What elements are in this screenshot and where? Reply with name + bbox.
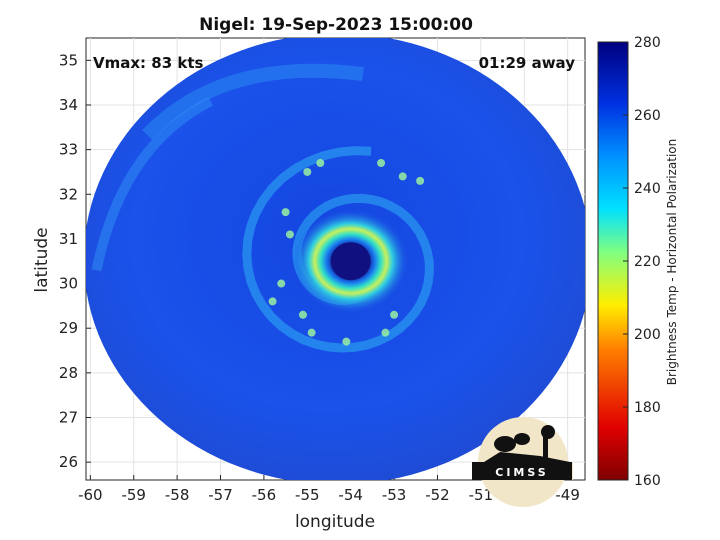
colorbar-tick-label: 280 [634, 35, 661, 51]
y-tick-label: 28 [59, 364, 78, 382]
x-tick-label: -59 [121, 486, 146, 504]
time-away-annotation: 01:29 away [479, 54, 576, 72]
chart-title: Nigel: 19-Sep-2023 15:00:00 [199, 15, 473, 35]
convective-cell [416, 176, 425, 185]
colorbar-label: Brightness Temp - Horizontal Polarizatio… [665, 139, 679, 386]
convective-cell [277, 279, 286, 288]
colorbar-tick-label: 160 [634, 473, 661, 489]
colorbar-tick-labels: 160 180 200 220 240 260 280 [623, 35, 661, 489]
logo-text: CIMSS [495, 466, 548, 479]
convective-cell [298, 310, 307, 319]
convective-cell [285, 230, 294, 239]
x-tick-label: -51 [469, 486, 494, 504]
convective-cell [377, 159, 386, 168]
swath-layer [86, 38, 585, 480]
convective-cell [281, 208, 290, 217]
colorbar-tick-label: 200 [634, 327, 661, 343]
y-tick-label: 26 [59, 453, 78, 471]
x-tick-label: -52 [425, 486, 450, 504]
y-axis-label: latitude [32, 227, 52, 292]
convective-cell [268, 297, 277, 306]
x-tick-label: -56 [252, 486, 277, 504]
vmax-annotation: Vmax: 83 kts [93, 54, 203, 72]
colorbar-tick-label: 180 [634, 400, 661, 416]
y-tick-label: 31 [59, 230, 78, 248]
x-tick-label: -54 [338, 486, 363, 504]
y-tick-label: 32 [59, 185, 78, 203]
x-tick-label: -55 [295, 486, 320, 504]
convective-cell [307, 328, 316, 337]
colorbar-tick-label: 260 [634, 108, 661, 124]
convective-cell [316, 159, 325, 168]
y-tick-label: 34 [59, 96, 78, 114]
x-tick-label: -58 [165, 486, 190, 504]
y-tick-label: 33 [59, 141, 78, 159]
colorbar-tick-label: 240 [634, 181, 661, 197]
x-tick-label: -49 [555, 486, 580, 504]
convective-cell [381, 328, 390, 337]
x-tick-label: -53 [382, 486, 407, 504]
cimss-logo: CIMSS [472, 417, 573, 507]
hurricane-eye [330, 242, 371, 281]
rainband [142, 63, 364, 140]
convective-cell [303, 167, 312, 176]
x-tick-label: -60 [78, 486, 103, 504]
y-tick-label: 35 [59, 51, 78, 69]
convective-cell [398, 172, 407, 181]
y-tick-label: 30 [59, 275, 78, 293]
convective-cell [390, 310, 399, 319]
convective-cell [342, 337, 351, 346]
y-tick-labels: 26 27 28 29 30 31 32 33 34 35 [59, 51, 78, 471]
y-tick-label: 27 [59, 408, 78, 426]
colorbar-tick-label: 220 [634, 254, 661, 270]
x-tick-label: -57 [208, 486, 233, 504]
x-axis-label: longitude [295, 512, 375, 532]
y-tick-label: 29 [59, 319, 78, 337]
rainband [91, 96, 214, 272]
